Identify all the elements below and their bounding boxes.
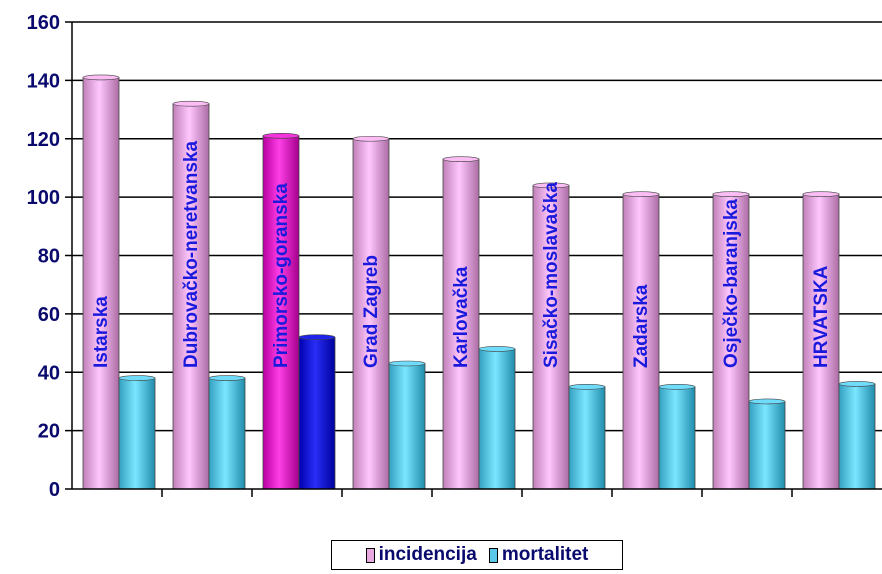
ytick-label-60: 60 bbox=[38, 304, 60, 326]
bar-top-incidencija-3 bbox=[352, 135, 390, 142]
legend-label-mortalitet: mortalitet bbox=[501, 544, 589, 565]
bar-top-incidencija-7 bbox=[712, 191, 750, 198]
ytick-label-120: 120 bbox=[27, 129, 60, 151]
ytick-label-20: 20 bbox=[38, 421, 60, 443]
bar-top-mortalitet-5 bbox=[568, 384, 606, 390]
category-label-2: Primorsko-goranska bbox=[271, 183, 292, 368]
bar-mortalitet-3 bbox=[388, 363, 426, 490]
ytick-label-100: 100 bbox=[27, 187, 60, 209]
bar-mortalitet-6 bbox=[658, 386, 696, 490]
bar-top-mortalitet-6 bbox=[658, 384, 696, 390]
bar-incidencija-5 bbox=[532, 185, 570, 490]
legend-swatch-incidencija bbox=[365, 547, 375, 563]
legend-label-incidencija: incidencija bbox=[378, 544, 477, 565]
bar-top-incidencija-4 bbox=[442, 156, 480, 162]
ytick-label-80: 80 bbox=[38, 246, 60, 268]
bar-incidencija-2 bbox=[262, 135, 300, 490]
category-label-4: Karlovačka bbox=[451, 266, 472, 368]
category-label-7: Osječko-baranjska bbox=[721, 199, 742, 368]
axes bbox=[65, 21, 882, 497]
bar-incidencija-3 bbox=[352, 138, 390, 490]
bar-incidencija-4 bbox=[442, 158, 480, 490]
category-label-8: HRVATSKA bbox=[811, 265, 832, 368]
ytick-label-40: 40 bbox=[38, 362, 60, 384]
bar-top-incidencija-2 bbox=[262, 133, 300, 139]
bar-top-incidencija-1 bbox=[172, 100, 210, 107]
bar-top-incidencija-8 bbox=[802, 191, 840, 198]
category-label-5: Sisačko-moslavačka bbox=[541, 182, 562, 368]
bar-mortalitet-7 bbox=[748, 401, 786, 490]
bar-incidencija-6 bbox=[622, 193, 660, 490]
bar-incidencija-0 bbox=[82, 77, 120, 490]
bar-mortalitet-8 bbox=[838, 383, 876, 490]
bar-mortalitet-4 bbox=[478, 348, 516, 490]
bars bbox=[82, 74, 876, 490]
bar-top-incidencija-0 bbox=[82, 74, 120, 81]
bar-mortalitet-1 bbox=[208, 377, 246, 490]
category-label-6: Zadarska bbox=[631, 284, 652, 368]
bar-top-mortalitet-3 bbox=[388, 360, 426, 367]
ytick-label-140: 140 bbox=[27, 70, 60, 92]
bar-incidencija-1 bbox=[172, 103, 210, 490]
legend-swatch-mortalitet bbox=[488, 547, 498, 563]
legend: incidencija mortalitet bbox=[331, 540, 623, 570]
bar-top-incidencija-5 bbox=[532, 182, 570, 189]
bar-mortalitet-2 bbox=[298, 336, 336, 490]
legend-item-incidencija: incidencija bbox=[365, 544, 477, 566]
ytick-label-160: 160 bbox=[27, 12, 60, 34]
bar-top-mortalitet-4 bbox=[478, 346, 516, 352]
ytick-label-0: 0 bbox=[49, 479, 60, 501]
bar-top-mortalitet-8 bbox=[838, 381, 876, 387]
bar-incidencija-7 bbox=[712, 193, 750, 490]
category-label-1: Dubrovačko-neretvanska bbox=[181, 141, 202, 368]
bar-top-mortalitet-7 bbox=[748, 398, 786, 405]
bar-mortalitet-0 bbox=[118, 377, 156, 490]
category-label-0: Istarska bbox=[91, 296, 112, 368]
category-label-3: Grad Zagreb bbox=[361, 255, 382, 368]
bar-top-mortalitet-0 bbox=[118, 375, 156, 381]
labels: 0 20 40 60 80 100 120 140 160 Istarska Dubrovačko-… bbox=[27, 12, 832, 501]
bar-mortalitet-5 bbox=[568, 386, 606, 490]
bar-top-mortalitet-1 bbox=[208, 375, 246, 381]
bar-top-mortalitet-2 bbox=[298, 334, 336, 341]
bar-top-incidencija-6 bbox=[622, 191, 660, 198]
legend-item-mortalitet: mortalitet bbox=[488, 544, 589, 566]
